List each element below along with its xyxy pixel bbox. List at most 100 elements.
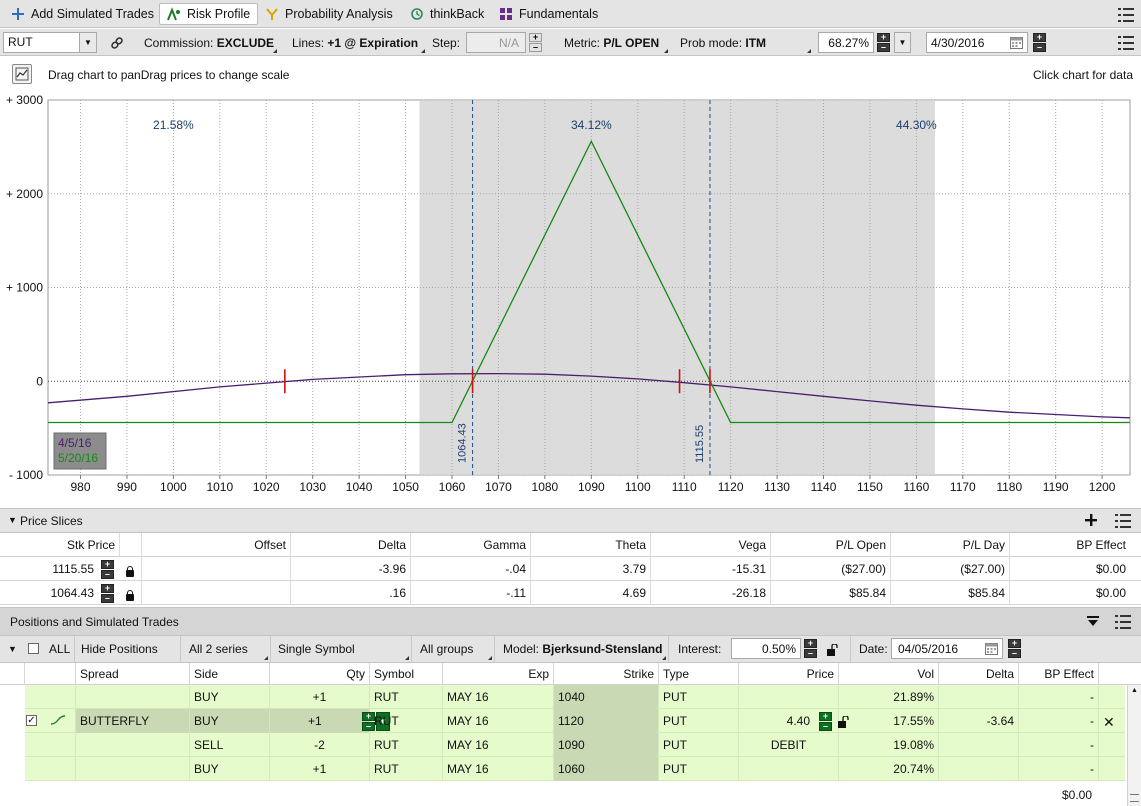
slice-price[interactable]: 1064.43 (50, 586, 94, 600)
column-header-price[interactable]: Price (739, 663, 839, 685)
series-filter[interactable]: All 2 series (189, 642, 248, 656)
probability-percent-stepper[interactable]: + – (877, 33, 890, 52)
leg-qty[interactable]: -2 (270, 733, 370, 757)
leg-side[interactable]: BUY (190, 709, 270, 733)
tab-add-simulated-trades[interactable]: Add Simulated Trades (4, 3, 161, 25)
position-leg-row[interactable]: BUY +1 RUT MAY 16 1040 PUT 21.89% - (25, 685, 1125, 709)
positions-menu-icon[interactable] (1115, 615, 1131, 629)
expiration-date-field[interactable]: 4/30/2016 (926, 32, 1028, 53)
leg-price[interactable] (739, 757, 839, 781)
probability-label: 44.30% (896, 118, 937, 132)
leg-spread[interactable]: BUTTERFLY (76, 709, 190, 733)
chevron-down-icon[interactable]: ▼ (376, 712, 390, 731)
spread-checkbox[interactable]: ✓ (26, 715, 37, 726)
symbol-filter[interactable]: Single Symbol (278, 642, 355, 656)
chevron-down-icon[interactable]: ▼ (8, 515, 17, 525)
chevron-down-icon[interactable]: ▼ (8, 644, 17, 654)
column-header-qty[interactable]: Qty (270, 663, 370, 685)
leg-exp[interactable]: MAY 16 (443, 757, 554, 781)
prob-mode-selector[interactable]: Prob mode: ITM (680, 29, 766, 56)
slice-offset[interactable] (142, 581, 291, 605)
leg-side[interactable]: SELL (190, 733, 270, 757)
calendar-icon[interactable] (1010, 36, 1023, 52)
scroll-up-icon[interactable]: ▲ (1131, 687, 1138, 694)
tab-risk-profile[interactable]: Risk Profile (159, 3, 259, 25)
risk-profile-chart[interactable]: + 3000 + 2000 + 1000 0 - 1000 980 990 1000 1010 1… (0, 93, 1141, 503)
chevron-down-icon[interactable]: ▼ (79, 33, 96, 52)
leg-side[interactable]: BUY (190, 685, 270, 709)
column-header-bp-effect[interactable]: BP Effect (1019, 663, 1099, 685)
leg-exp[interactable]: MAY 16 (443, 685, 554, 709)
add-slice-icon[interactable] (1085, 514, 1097, 529)
step-field[interactable]: N/A (466, 32, 526, 53)
column-header-side[interactable]: Side (190, 663, 270, 685)
price-slices-menu-icon[interactable] (1115, 514, 1131, 528)
risk-profile-chart-svg[interactable]: + 3000 + 2000 + 1000 0 - 1000 980 990 1000 1010 1… (0, 93, 1141, 503)
lock-icon[interactable] (126, 566, 134, 577)
unlock-icon[interactable] (837, 715, 849, 731)
leg-type[interactable]: PUT (659, 757, 739, 781)
leg-price[interactable] (739, 685, 839, 709)
model-date-stepper[interactable]: + – (1008, 639, 1021, 658)
leg-exp[interactable]: MAY 16 (443, 733, 554, 757)
tab-probability-analysis[interactable]: Probability Analysis (258, 3, 400, 25)
commission-selector[interactable]: Commission: EXCLUDE (144, 29, 274, 56)
slice-price-stepper[interactable]: + – (101, 584, 114, 603)
column-header-spread[interactable]: Spread (76, 663, 190, 685)
leg-strike[interactable]: 1090 (554, 733, 659, 757)
lock-icon[interactable] (126, 590, 134, 601)
price-stepper[interactable]: + – (819, 712, 832, 731)
interest-stepper[interactable]: + – (804, 639, 817, 658)
leg-type[interactable]: PUT (659, 733, 739, 757)
lines-selector[interactable]: Lines: +1 @ Expiration (292, 29, 418, 56)
leg-exp[interactable]: MAY 16 (443, 709, 554, 733)
groups-filter[interactable]: All groups (420, 642, 474, 656)
slice-offset[interactable] (142, 557, 291, 581)
hide-positions-button[interactable]: Hide Positions (81, 642, 158, 656)
leg-type[interactable]: PUT (659, 709, 739, 733)
calendar-icon[interactable] (985, 642, 998, 658)
positions-scrollbar[interactable]: ▲ (1127, 685, 1141, 806)
unlock-icon[interactable] (826, 643, 838, 659)
interest-field[interactable]: 0.50% (731, 638, 801, 659)
expiration-date-stepper[interactable]: + – (1033, 33, 1046, 52)
leg-type[interactable]: PUT (659, 685, 739, 709)
leg-strike[interactable]: 1040 (554, 685, 659, 709)
collapse-icon[interactable] (1087, 616, 1099, 631)
leg-strike[interactable]: 1120 (554, 709, 659, 733)
select-all-checkbox[interactable] (28, 643, 39, 654)
leg-strike[interactable]: 1060 (554, 757, 659, 781)
chart-settings-icon[interactable] (12, 64, 32, 84)
column-header-vol[interactable]: Vol (839, 663, 939, 685)
position-leg-row[interactable]: SELL -2 RUT MAY 16 1090 PUT DEBIT 19.08%… (25, 733, 1125, 757)
column-header-type[interactable]: Type (659, 663, 739, 685)
model-selector[interactable]: Model: Bjerksund-Stensland (503, 636, 662, 662)
plus-icon (11, 7, 25, 21)
toolbar-menu-icon[interactable] (1118, 36, 1134, 50)
slice-price[interactable]: 1115.55 (52, 562, 94, 576)
position-spread-row[interactable]: BUTTERFLY BUY +1 + – ▼ RUT MAY 16 1120 PU… (25, 709, 1125, 733)
chevron-down-icon[interactable]: ▼ (894, 32, 911, 53)
symbol-selector[interactable]: RUT ▼ (3, 32, 97, 53)
leg-qty[interactable]: +1 (270, 709, 370, 733)
leg-qty[interactable]: +1 (270, 685, 370, 709)
step-stepper[interactable]: + – (529, 33, 542, 52)
tab-thinkback[interactable]: thinkBack (403, 3, 491, 25)
column-header-symbol[interactable]: Symbol (370, 663, 443, 685)
leg-qty[interactable]: +1 (270, 757, 370, 781)
tabs-menu-icon[interactable] (1118, 8, 1134, 22)
column-header-exp[interactable]: Exp (443, 663, 554, 685)
leg-side[interactable]: BUY (190, 757, 270, 781)
metric-selector[interactable]: Metric: P/L OPEN (564, 29, 659, 56)
position-leg-row[interactable]: BUY +1 RUT MAY 16 1060 PUT 20.74% - (25, 757, 1125, 781)
tab-fundamentals[interactable]: Fundamentals (492, 3, 605, 25)
scroll-grip-icon[interactable] (1130, 794, 1139, 802)
close-icon[interactable]: ✕ (1103, 714, 1115, 730)
qty-stepper[interactable]: + – (362, 712, 375, 731)
model-date-field[interactable]: 04/05/2016 (891, 638, 1003, 659)
link-icon[interactable] (110, 29, 124, 56)
probability-percent-field[interactable]: 68.27% (818, 32, 874, 53)
column-header-strike[interactable]: Strike (554, 663, 659, 685)
slice-price-stepper[interactable]: + – (101, 560, 114, 579)
column-header-delta[interactable]: Delta (939, 663, 1019, 685)
